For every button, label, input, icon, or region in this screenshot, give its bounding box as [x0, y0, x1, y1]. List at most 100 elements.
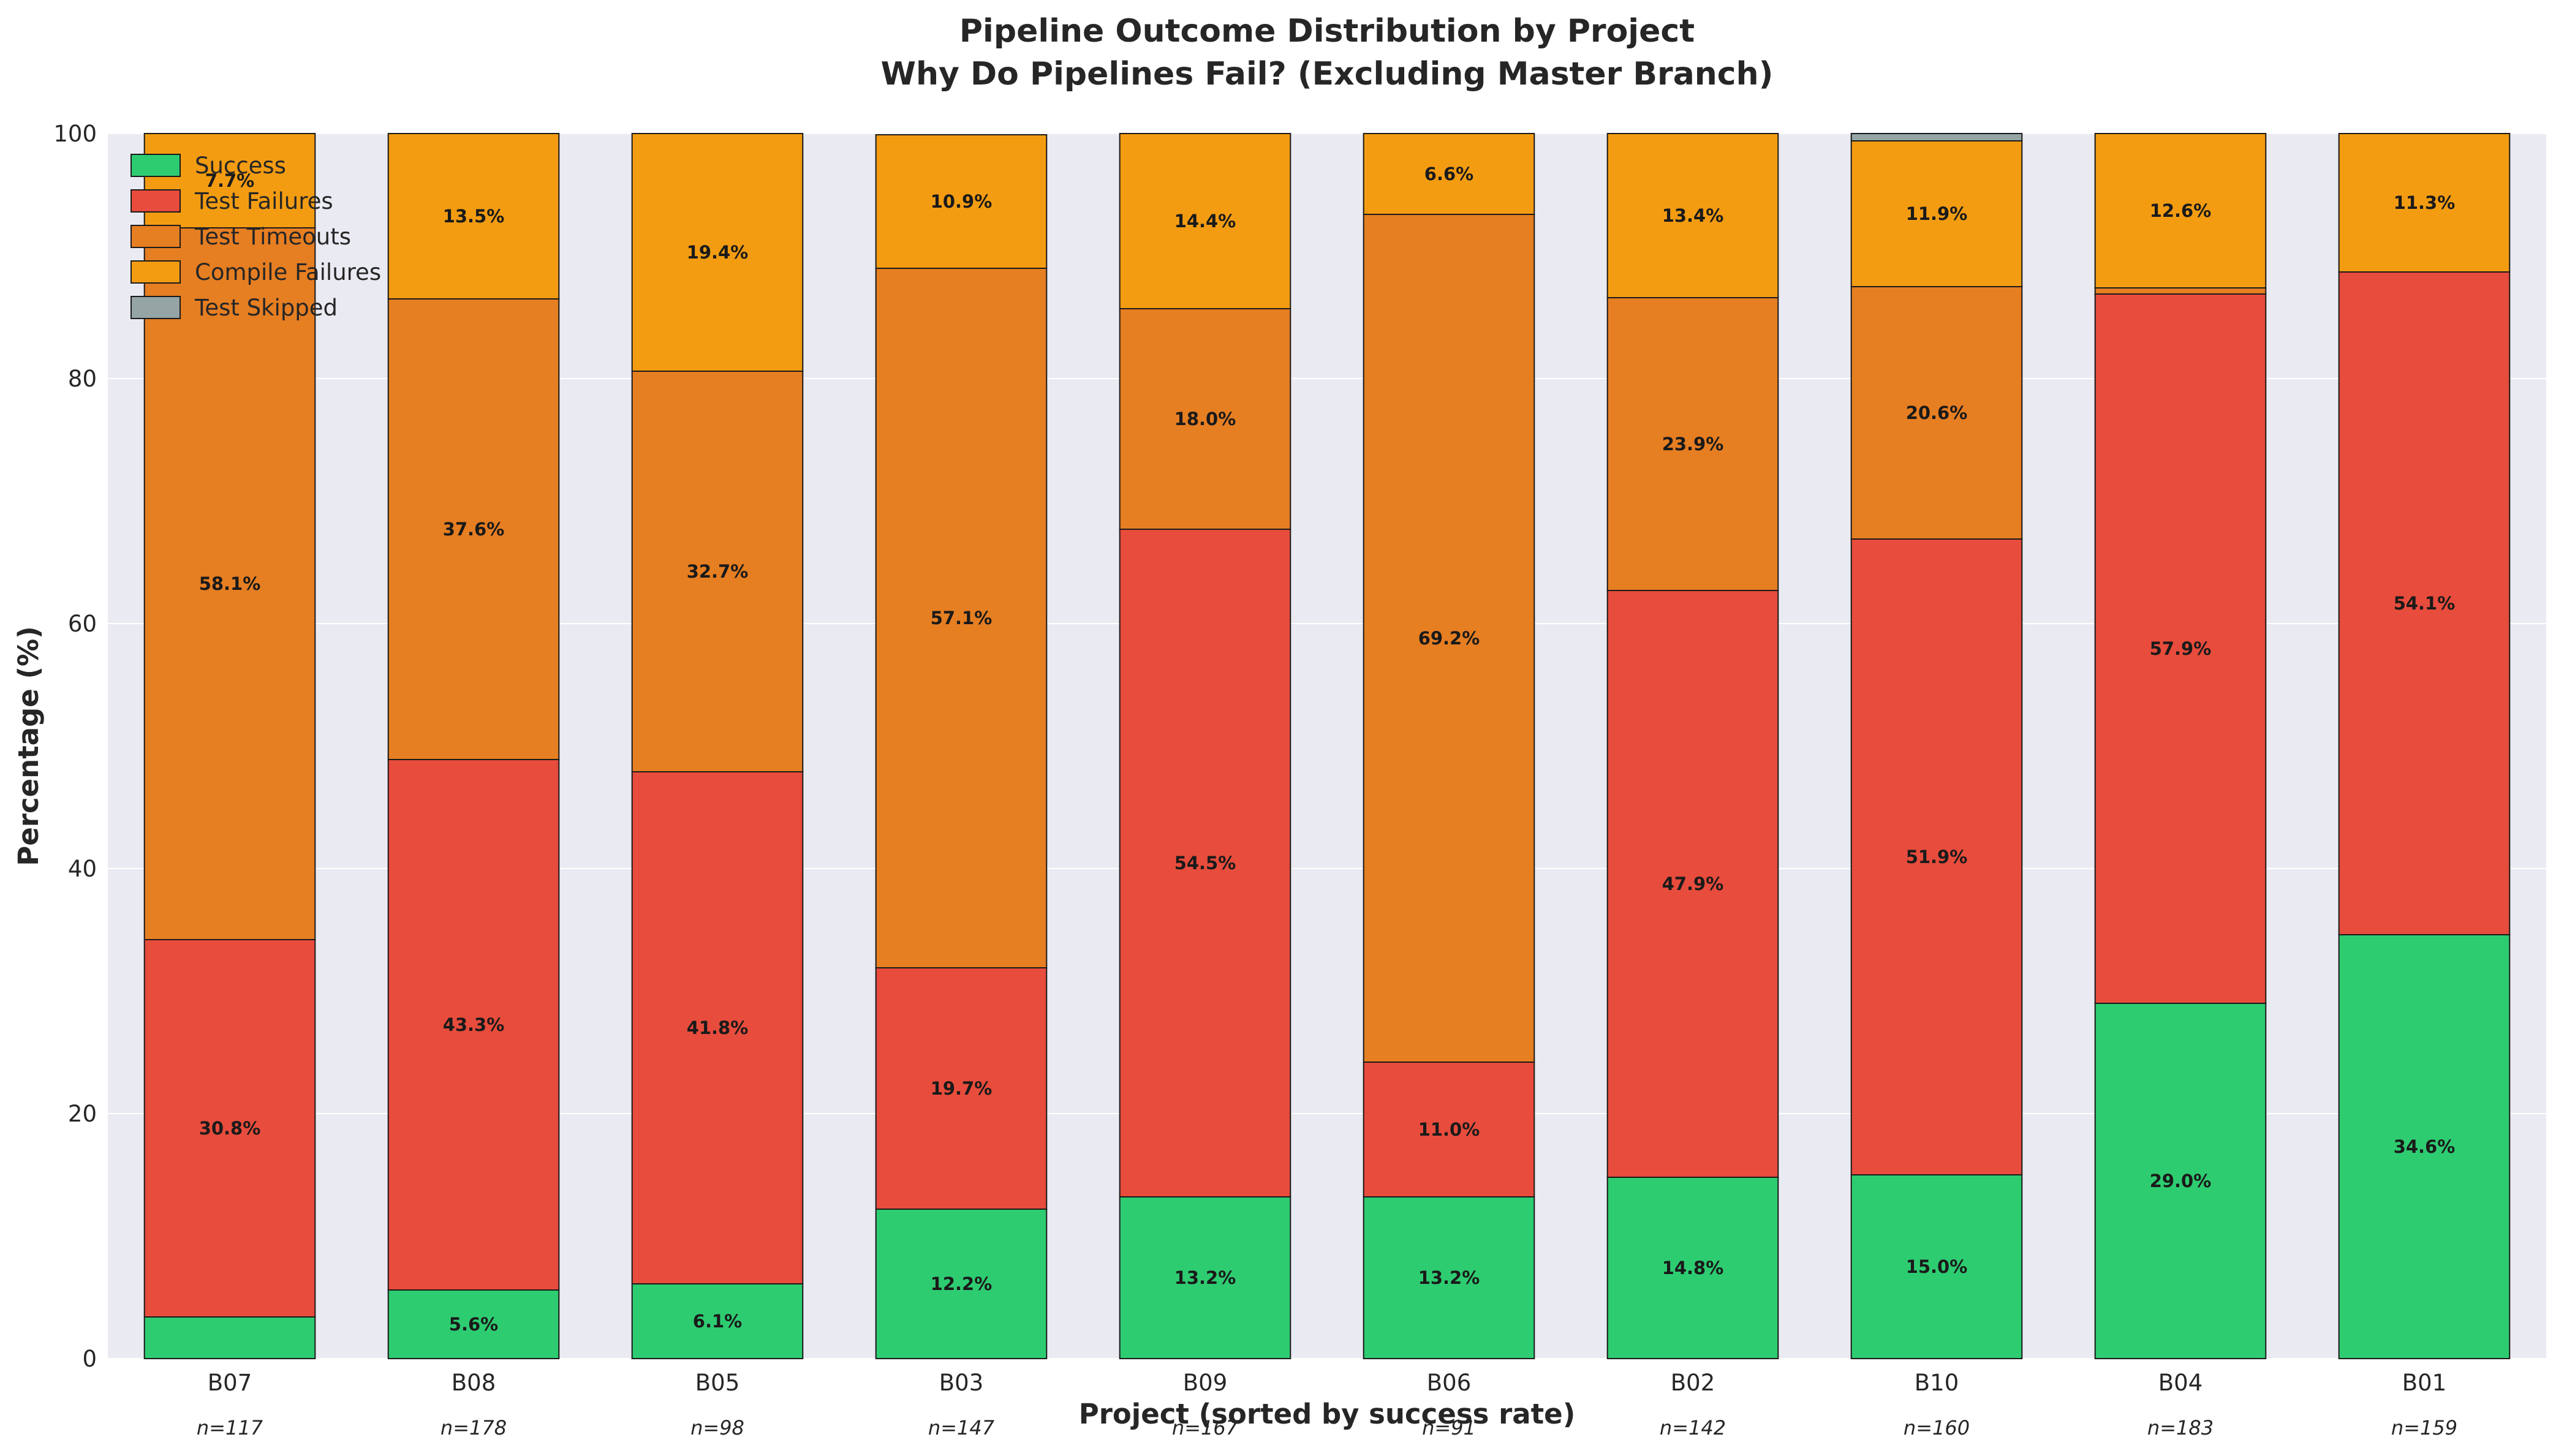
data-label: 13.5% — [443, 206, 505, 227]
sample-size-label: n=167 — [1172, 1416, 1239, 1439]
data-label: 34.6% — [2394, 1136, 2456, 1157]
data-label: 6.6% — [1424, 164, 1473, 184]
sample-size-label: n=183 — [2147, 1416, 2214, 1439]
bar-segment-success — [631, 1283, 804, 1359]
x-tick-label: B05 — [695, 1370, 739, 1396]
bar-segment-success — [143, 1316, 316, 1359]
legend-swatch — [130, 189, 181, 213]
sample-size-label: n=160 — [1904, 1416, 1970, 1439]
data-label: 37.6% — [443, 519, 505, 540]
sample-size-label: n=159 — [2391, 1416, 2457, 1439]
y-tick-label: 40 — [68, 856, 97, 882]
chart-title: Pipeline Outcome Distribution by Project — [959, 13, 1695, 50]
data-label: 41.8% — [687, 1017, 749, 1038]
legend-swatch — [130, 154, 181, 177]
data-label: 43.3% — [443, 1014, 505, 1035]
legend-swatch — [130, 225, 181, 248]
bar-segment-compile-failures — [1606, 133, 1779, 298]
bar-segment-test-timeouts — [1363, 214, 1535, 1063]
bar-segment-test-failures — [387, 759, 560, 1291]
data-label: 13.4% — [1662, 205, 1724, 226]
data-label: 7.7% — [205, 170, 254, 191]
legend-label: Success — [195, 153, 286, 179]
bar-segment-test-timeouts — [1119, 308, 1291, 530]
sample-size-labels: n=117 n=178 n=98 n=147 n=167 n=91 n=142 n=160 n=… — [197, 1416, 2457, 1439]
data-label: 14.4% — [1174, 211, 1236, 232]
sample-size-label: n=91 — [1422, 1416, 1476, 1439]
bar-segment-success — [875, 1209, 1048, 1359]
legend-label: Compile Failures — [195, 259, 381, 285]
bar-segment-compile-failures — [875, 134, 1048, 269]
bar-segment-compile-failures — [631, 133, 804, 372]
data-label: 12.6% — [2150, 200, 2212, 221]
legend-label: Test Timeouts — [194, 224, 351, 250]
x-tick-label: B03 — [939, 1370, 983, 1396]
data-label: 11.3% — [2394, 192, 2456, 213]
data-label: 20.6% — [1906, 402, 1968, 423]
sample-size-label: n=178 — [440, 1416, 507, 1439]
bar-segment-compile-failures — [1363, 133, 1535, 215]
data-label: 54.5% — [1174, 853, 1236, 873]
data-label: 12.2% — [931, 1273, 993, 1294]
data-label: 15.0% — [1906, 1256, 1968, 1277]
data-label: 13.2% — [1174, 1267, 1236, 1288]
sample-size-label: n=142 — [1660, 1416, 1726, 1439]
legend-label: Test Skipped — [194, 295, 338, 321]
data-label: 23.9% — [1662, 434, 1724, 455]
legend-swatch — [130, 260, 181, 284]
legend-label: Test Failures — [194, 188, 333, 214]
data-label: 18.0% — [1174, 409, 1236, 429]
legend: Success Test Failures Test Timeouts Compile… — [130, 153, 381, 321]
legend-swatch — [130, 296, 181, 319]
bar-segment-compile-failures — [1119, 133, 1291, 309]
bar-segment-test-skipped — [1850, 133, 2023, 141]
x-tick-label: B06 — [1427, 1370, 1471, 1396]
bar-segment-test-timeouts — [2094, 287, 2267, 295]
bar-segment-success — [1850, 1174, 2023, 1359]
data-label: 30.8% — [199, 1118, 261, 1139]
data-label: 13.2% — [1418, 1267, 1480, 1288]
sample-size-label: n=117 — [197, 1416, 263, 1439]
x-tick-label: B08 — [452, 1370, 496, 1396]
bar-segment-test-failures — [143, 939, 316, 1318]
bar-segment-test-failures — [631, 771, 804, 1284]
y-axis-label: Percentage (%) — [12, 626, 45, 866]
y-tick-label: 80 — [68, 366, 97, 392]
x-tick-label: B01 — [2402, 1370, 2446, 1396]
x-tick-label: B04 — [2158, 1370, 2202, 1396]
data-label: 69.2% — [1418, 628, 1480, 649]
bar-segment-test-timeouts — [143, 227, 316, 940]
bar-segment-test-timeouts — [1850, 286, 2023, 540]
x-tick-label: B02 — [1671, 1370, 1715, 1396]
y-tick-label: 60 — [68, 611, 97, 637]
data-label: 14.8% — [1662, 1258, 1724, 1278]
bar-segment-test-failures — [1119, 529, 1291, 1198]
data-label: 57.9% — [2150, 638, 2212, 659]
data-label: 51.9% — [1906, 847, 1968, 867]
bar-segment-compile-failures — [2094, 133, 2267, 289]
data-label: 29.0% — [2150, 1171, 2212, 1191]
y-tick-label: 100 — [53, 121, 97, 147]
y-axis-ticks: 0 20 40 60 80 100 — [53, 121, 97, 1372]
data-label: 10.9% — [931, 191, 993, 212]
sample-size-label: n=147 — [928, 1416, 995, 1439]
data-label: 6.1% — [693, 1311, 742, 1332]
bar-segment-test-timeouts — [1606, 297, 1779, 591]
x-tick-label: B07 — [208, 1370, 252, 1396]
bar-segment-success — [1606, 1177, 1779, 1359]
data-label: 19.7% — [931, 1078, 993, 1099]
bar-segment-test-failures — [1363, 1062, 1535, 1198]
data-label: 57.1% — [931, 608, 993, 628]
bar-segment-test-failures — [1606, 590, 1779, 1178]
data-label: 47.9% — [1662, 873, 1724, 894]
chart-subtitle: Why Do Pipelines Fail? (Excluding Master… — [881, 56, 1774, 92]
data-label: 19.4% — [687, 242, 749, 263]
data-labels: 30.8% 58.1% 7.7% 5.6% 43.3% 37.6% 13.5% 6.1% 41.… — [199, 164, 2456, 1335]
data-label: 54.1% — [2394, 593, 2456, 614]
bar-segment-test-failures — [2338, 271, 2511, 935]
bar-segment-compile-failures — [387, 133, 560, 300]
bar-segment-success — [1119, 1196, 1291, 1359]
y-tick-label: 20 — [68, 1101, 97, 1127]
bar-segment-success — [2094, 1003, 2267, 1359]
bar-segment-compile-failures — [2338, 133, 2511, 273]
